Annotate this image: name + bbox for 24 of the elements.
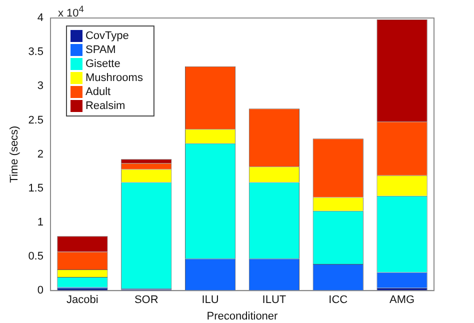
- x-tick-label: AMG: [390, 294, 415, 306]
- legend-label: CovType: [85, 30, 129, 42]
- y-tick-label: 1: [37, 216, 44, 228]
- legend-label: Mushrooms: [85, 72, 144, 84]
- y-tick-label: 1.5: [28, 182, 44, 194]
- annotation: x 10$^{4}$: [58, 4, 84, 20]
- x-tick-label: ILU: [202, 294, 219, 306]
- x-tick-label: ILUT: [262, 294, 286, 306]
- y-tick-label: 3: [37, 80, 44, 92]
- y-tick-label: 3.5: [28, 46, 44, 58]
- x-axis-title: Preconditioner: [206, 310, 278, 322]
- legend-label: Gisette: [85, 58, 120, 70]
- y-tick-label: 4: [37, 12, 44, 24]
- legend-label: SPAM: [85, 44, 116, 56]
- y-tick-label: 0.5: [28, 250, 44, 263]
- y-tick-label: 2.5: [28, 114, 44, 126]
- y-tick-label: 2: [37, 148, 44, 160]
- legend-label: Adult: [85, 86, 111, 98]
- y-tick-label: 0: [37, 284, 44, 297]
- x-tick-label: ICC: [328, 294, 348, 306]
- x-tick-label: SOR: [134, 294, 158, 306]
- y-axis-title: Time (secs): [8, 126, 21, 183]
- x-tick-label: Jacobi: [66, 294, 98, 306]
- legend-label: Realsim: [85, 100, 126, 112]
